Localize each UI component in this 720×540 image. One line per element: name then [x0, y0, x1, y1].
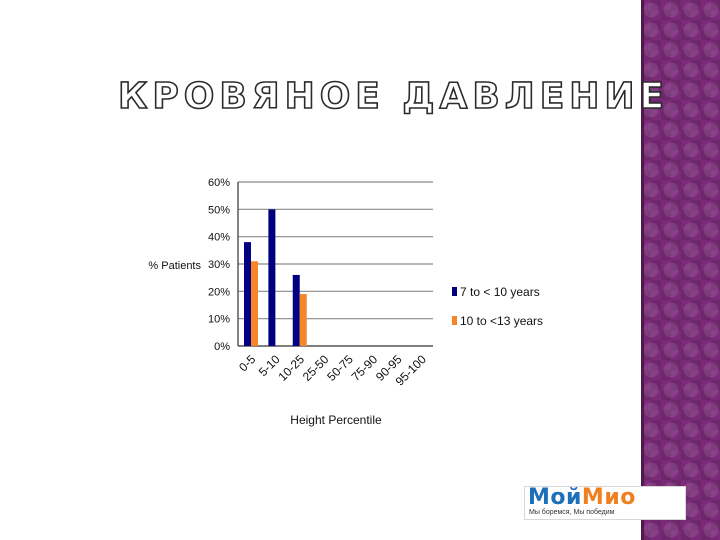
decorative-side-band — [641, 0, 720, 540]
brand-logo: МойМио Мы боремся, Мы победим — [524, 486, 686, 520]
bar — [244, 242, 251, 346]
legend-label: 7 to < 10 years — [460, 285, 540, 299]
y-tick-label: 60% — [208, 177, 230, 189]
legend-swatch — [452, 316, 457, 325]
bar — [299, 294, 307, 346]
y-tick-label: 30% — [208, 259, 230, 271]
logo-tagline: Мы боремся, Мы победим — [529, 509, 615, 516]
x-tick-label: 25-50 — [300, 352, 332, 384]
legend-swatch — [452, 287, 457, 296]
y-axis-title: % Patients — [148, 260, 201, 272]
bar — [251, 261, 258, 346]
x-axis-title: Height Percentile — [290, 413, 382, 427]
y-tick-label: 10% — [208, 314, 230, 326]
logo-part-2: Мио — [581, 485, 636, 510]
y-tick-label: 40% — [208, 232, 230, 244]
y-tick-label: 50% — [208, 204, 230, 216]
x-tick-label: 75-90 — [349, 352, 381, 384]
legend-label: 10 to <13 years — [460, 314, 543, 328]
x-tick-label: 10-25 — [275, 352, 307, 384]
slide-title: КРОВЯНОЕ ДАВЛЕНИЕ — [117, 75, 670, 118]
bar — [268, 209, 276, 346]
bar — [292, 274, 300, 346]
logo-wordmark: МойМио — [528, 486, 636, 510]
x-tick-label: 0-5 — [236, 352, 258, 374]
x-tick-label: 50-75 — [324, 352, 356, 384]
logo-part-1: Мой — [528, 485, 582, 510]
y-tick-label: 20% — [208, 286, 230, 298]
y-tick-label: 0% — [214, 341, 230, 353]
